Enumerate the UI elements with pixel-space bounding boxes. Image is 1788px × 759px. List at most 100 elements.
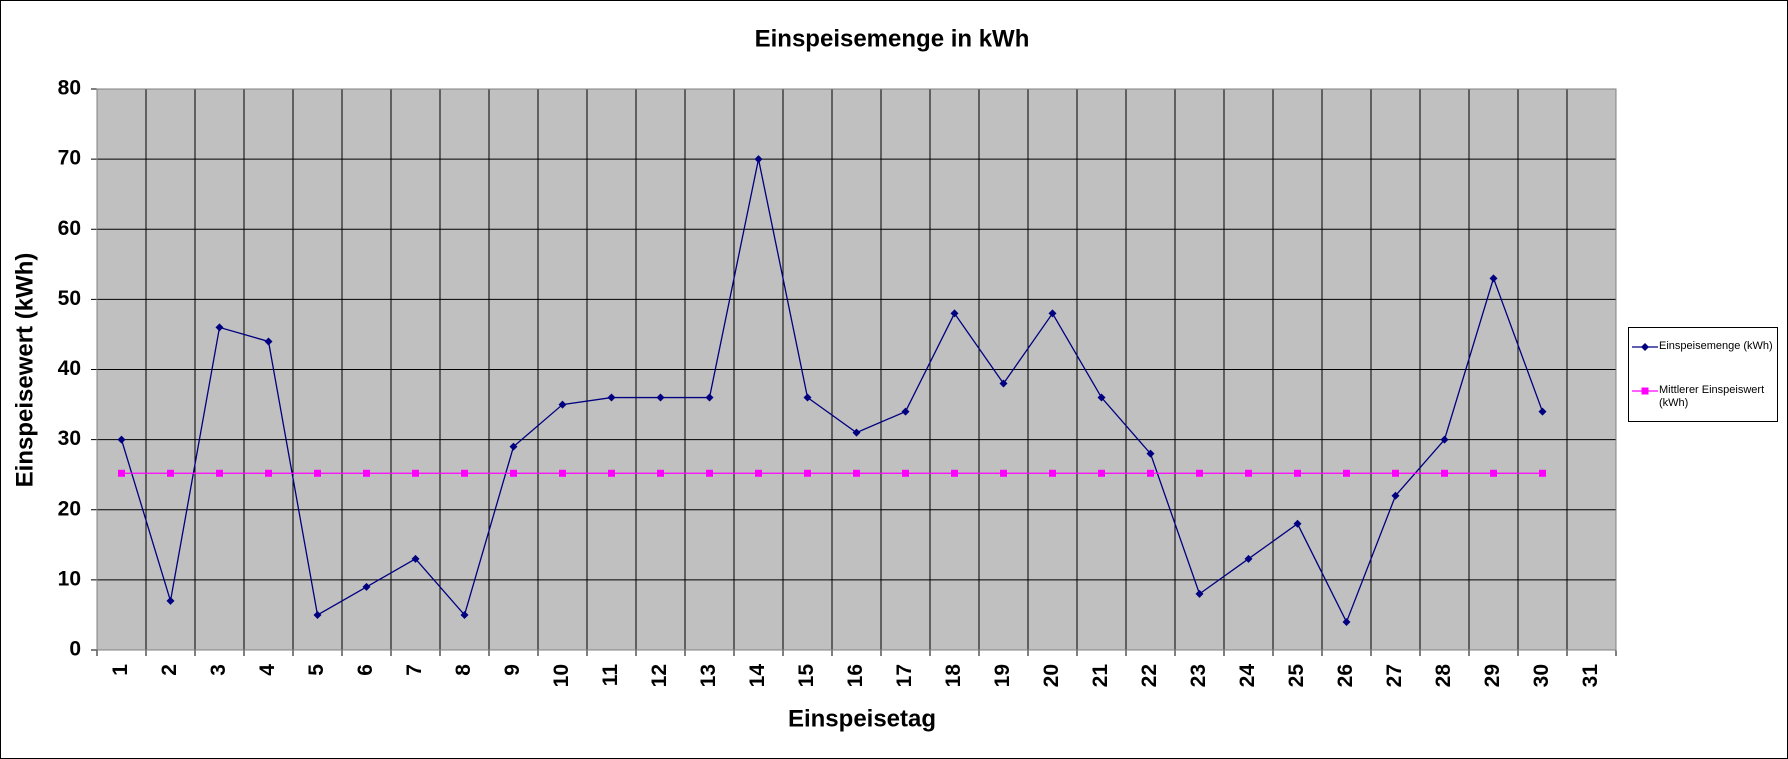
marker [411,554,420,563]
x-tick-label: 22 [1138,664,1161,687]
y-tick-label: 60 [58,217,81,240]
x-tick-label: 31 [1579,664,1602,688]
marker [1244,554,1253,563]
marker [1641,343,1649,351]
legend: Einspeisemenge (kWh) Mittlerer Einspeiswe… [1628,327,1778,422]
x-tick-label: 4 [256,664,279,676]
x-tick-label: 23 [1187,664,1210,687]
marker [1098,469,1105,477]
marker [657,469,664,477]
x-tick-label: 15 [795,664,818,688]
x-tick-label: 5 [305,664,328,676]
legend-icon [1632,343,1658,351]
marker [1196,469,1203,477]
marker [1391,491,1400,500]
marker [1440,435,1449,444]
x-tick-label: 14 [746,664,769,688]
marker [608,469,615,477]
x-tick-label: 20 [1040,664,1063,687]
x-tick-label: 19 [991,664,1014,687]
marker [510,469,517,477]
plot-border [96,88,1617,651]
marker [216,469,223,477]
x-tick-label: 21 [1089,664,1112,688]
marker [313,610,322,619]
x-tick-label: 9 [501,664,524,676]
marker [1146,449,1155,458]
marker [1049,469,1056,477]
x-tick-label: 3 [207,664,230,676]
legend-label: Mittlerer Einspeiswert (kWh) [1659,384,1765,409]
marker [1195,589,1204,598]
x-tick-label: 26 [1334,664,1357,687]
y-tick-label: 70 [58,147,81,170]
x-tick-label: 27 [1383,664,1406,687]
marker [705,393,714,402]
y-tick-label: 50 [58,287,81,310]
marker [167,469,174,477]
y-tick-label: 40 [58,357,81,380]
marker [215,323,224,332]
legend-label: Einspeisemenge (kWh) [1659,340,1773,352]
y-tick-label: 10 [58,567,81,590]
marker [264,337,273,346]
x-tick-label: 6 [354,664,377,676]
y-axis-label: Einspeisewert (kWh) [11,253,38,488]
marker [363,469,370,477]
x-tick-label: 28 [1432,664,1455,688]
legend-icon [1632,387,1658,395]
x-axis-label: Einspeisetag [788,705,936,732]
series-line [120,158,1544,624]
marker [1245,469,1252,477]
x-tick-label: 12 [648,664,671,687]
x-tick-label: 1 [109,664,132,676]
marker [559,469,566,477]
marker [755,469,762,477]
marker [558,400,567,409]
marker [1294,469,1301,477]
marker [999,379,1008,388]
marker [1000,469,1007,477]
marker [314,469,321,477]
x-tick-label: 29 [1481,664,1504,687]
marker [804,469,811,477]
y-tick-label: 20 [58,497,81,520]
marker [1538,407,1547,416]
marker [607,393,616,402]
x-tick-label: 10 [550,664,573,687]
x-tick-label: 18 [942,664,965,688]
x-tick-label: 16 [844,664,867,687]
x-tick-label: 2 [158,664,181,676]
marker [460,610,469,619]
x-tick-label: 17 [893,664,916,687]
marker [1342,617,1351,626]
marker [901,407,910,416]
marker [166,596,175,605]
x-tick-label: 8 [452,664,475,676]
y-tick-label: 0 [69,638,81,661]
marker [1147,469,1154,477]
marker [754,155,763,164]
marker [1392,469,1399,477]
y-tick-label: 30 [58,427,81,450]
chart-title: Einspeisemenge in kWh [755,25,1030,52]
marker [902,469,909,477]
marker [1293,519,1302,528]
marker [656,393,665,402]
marker [852,428,861,437]
marker [1048,309,1057,318]
marker [950,309,959,318]
marker [509,442,518,451]
marker [1343,469,1350,477]
x-tick-label: 7 [403,664,426,676]
marker [1641,387,1649,395]
x-tick-label: 13 [697,664,720,687]
marker [412,469,419,477]
marker [1539,469,1546,477]
x-tick-label: 11 [599,664,622,687]
marker [803,393,812,402]
marker [853,469,860,477]
marker [1097,393,1106,402]
